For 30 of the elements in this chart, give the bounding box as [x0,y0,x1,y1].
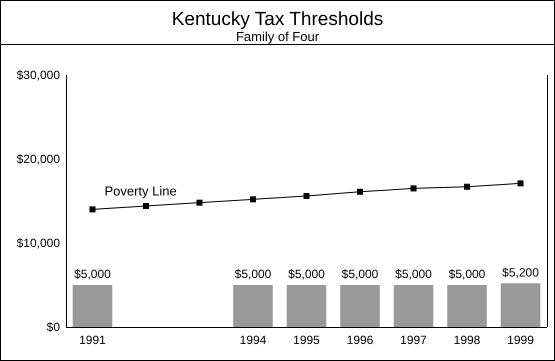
data-label: $5,200 [502,265,540,280]
point [518,180,524,186]
point [250,196,256,202]
point [89,206,96,212]
point [304,192,310,199]
point [196,200,202,206]
data-label: $5,000 [448,267,486,281]
x-tick-label: 1991 [79,333,106,347]
data-label: $5,000 [74,267,112,281]
x-tick-label: 1994 [240,333,267,347]
y-tick-label: $0 [46,320,60,334]
y-tick-label: $30,000 [16,68,60,82]
chart-subtitle: Family of Four [236,29,320,44]
data-label: $5,000 [395,267,432,281]
x-tick-label: 1997 [400,333,428,347]
x-tick-label: 1999 [507,333,534,347]
chart-title: Kentucky Tax Thresholds [172,9,384,30]
data-label: $5,000 [288,267,326,281]
point [357,188,364,195]
data-label: $5,000 [234,267,272,281]
series-label: Poverty Line [104,183,177,198]
point [410,185,417,192]
x-tick-label: 1998 [454,333,481,347]
x-tick-label: 1995 [293,333,320,347]
point [464,184,470,190]
data-label: $5,000 [342,267,379,281]
y-tick-label: $20,000 [16,152,60,166]
point [142,203,149,210]
x-tick-label: 1996 [346,333,374,347]
y-tick-label: $10,000 [16,236,60,250]
